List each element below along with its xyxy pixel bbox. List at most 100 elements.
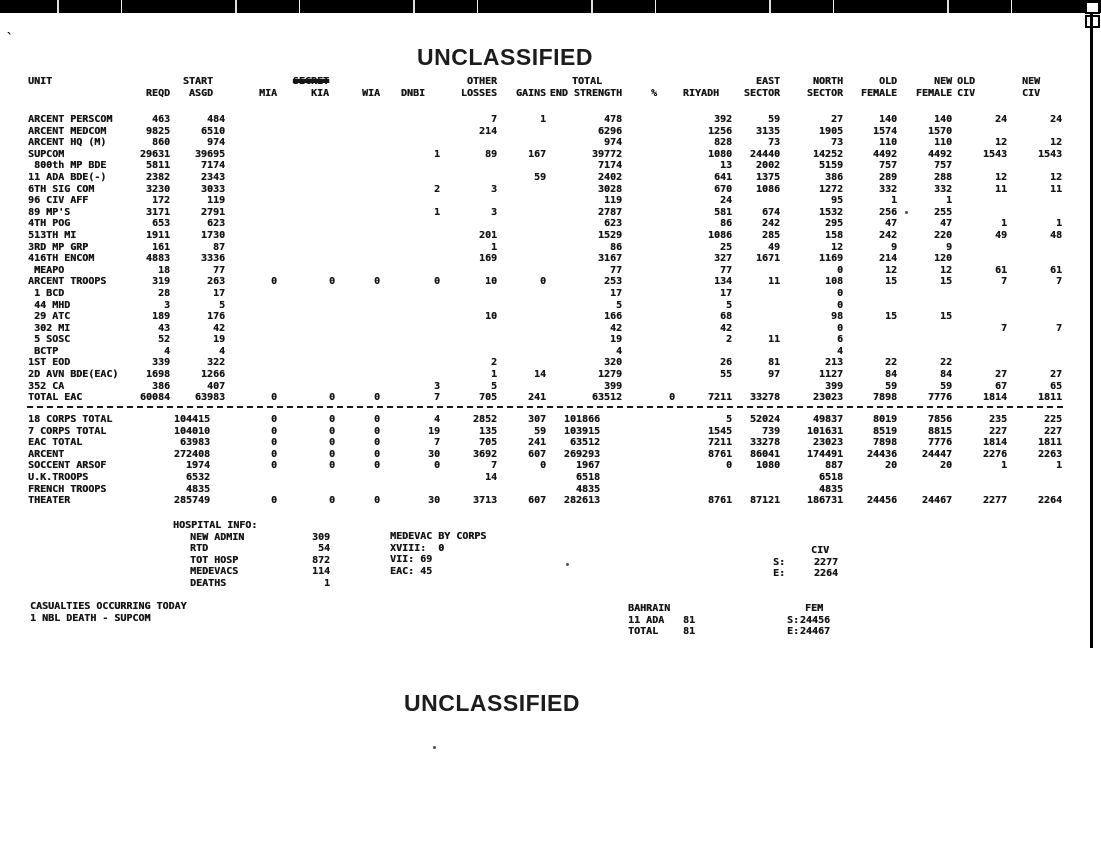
table-cell: 3713	[472, 495, 497, 507]
table-cell: 0	[270, 448, 277, 460]
table-cell: 4835	[575, 483, 600, 495]
table-cell: 22	[884, 357, 897, 369]
table-cell	[225, 218, 277, 230]
table-cell: 757	[878, 160, 897, 172]
stray-mark: `	[6, 32, 14, 47]
bahrain-row-label: TOTAL	[628, 626, 659, 638]
table-cell: 1905	[818, 125, 843, 137]
table-cell: 5811	[145, 160, 170, 172]
hospital-item-value: 872	[311, 554, 330, 566]
table-cell: 84	[884, 369, 897, 381]
table-header-row: REQD ASGD MIA KIA WIA DNBI LOSSES GAINS END STRE…	[28, 88, 1062, 100]
table-cell	[225, 230, 277, 242]
table-cell: 0	[373, 448, 380, 460]
hospital-item: DEATHS 1	[173, 578, 330, 590]
table-cell: 1	[539, 114, 546, 125]
table-cell	[123, 414, 170, 426]
civ-summary: CIV S: 2277 E: 2264	[773, 545, 838, 580]
table-cell: OLD	[956, 76, 975, 87]
table-cell: 87121	[749, 495, 780, 507]
table-row: 302 MI 43 42 42 42 0 7 7	[28, 323, 1062, 335]
table-cell	[380, 265, 440, 277]
table-cell: 623	[206, 218, 225, 230]
table-cell: 12	[994, 171, 1007, 183]
table-cell: 392	[713, 114, 732, 125]
table-cell	[335, 334, 380, 346]
hospital-item-label: MEDEVACS	[190, 566, 239, 578]
table-cell: 302 MI	[28, 322, 71, 334]
table-cell: 11	[767, 334, 780, 346]
table-cell: 705	[478, 392, 497, 404]
strength-table-summary: 18 CORPS TOTAL 104415 0 0 0 4 2852 307 101866 5 52…	[28, 414, 1062, 507]
table-cell: 176	[206, 311, 225, 323]
table-cell: 12	[1049, 171, 1062, 183]
hospital-item: TOT HOSP 872	[173, 555, 330, 567]
table-cell	[675, 472, 732, 484]
fem-summary: FEM S: 24456 E: 24467	[787, 603, 830, 638]
table-cell: 63983	[194, 392, 225, 404]
civ-row-value: 2264	[813, 568, 838, 580]
table-cell: 285	[761, 229, 780, 241]
table-cell	[1007, 334, 1062, 346]
table-cell: 104415	[173, 414, 210, 425]
hospital-item-value: 309	[311, 531, 330, 543]
table-cell	[440, 172, 497, 184]
table-cell: THEATER	[28, 495, 71, 507]
table-cell: 513TH MI	[28, 229, 77, 241]
table-cell	[1007, 160, 1062, 172]
table-row: 6TH SIG COM 3230 3033 2 3 3028 670 1086 1272 332 3…	[28, 184, 1062, 196]
table-cell	[843, 323, 897, 335]
table-cell: 84	[939, 369, 952, 381]
table-cell: 2002	[755, 160, 780, 172]
table-cell	[225, 207, 277, 219]
table-cell: 24436	[866, 448, 897, 460]
table-row: 5 SOSC 52 19 19 2 11 6	[28, 334, 1062, 346]
table-cell: 11	[994, 183, 1007, 195]
table-cell	[380, 230, 440, 242]
table-cell: 3033	[200, 183, 225, 195]
table-cell: 0	[270, 425, 277, 437]
table-cell: 2D AVN BDE(EAC)	[28, 369, 119, 381]
table-cell: ARCENT PERSCOM	[28, 114, 113, 125]
table-cell: 0	[328, 437, 335, 449]
fem-rows: S: 24456 E: 24467	[787, 615, 830, 638]
table-cell	[1007, 195, 1062, 207]
table-cell: 0	[328, 495, 335, 507]
table-cell: 0	[539, 276, 546, 288]
table-row: 513TH MI 1911 1730 201 1529 1086 285 158 242 220 4…	[28, 230, 1062, 242]
table-cell	[277, 184, 335, 196]
table-cell	[335, 126, 380, 138]
table-cell: 1	[1055, 460, 1062, 472]
table-cell: ARCENT	[28, 448, 65, 460]
table-cell: 1811	[1037, 437, 1062, 449]
fem-title: FEM	[805, 603, 824, 614]
table-cell	[225, 137, 277, 149]
table-cell: RIYADH	[682, 87, 719, 99]
table-cell	[335, 311, 380, 323]
table-cell	[277, 230, 335, 242]
table-cell	[277, 137, 335, 149]
table-cell: 77	[212, 264, 225, 276]
table-cell: REQD	[145, 87, 170, 99]
table-cell: 339	[151, 357, 170, 369]
table-cell: 42	[719, 322, 732, 334]
table-cell: 241	[527, 392, 546, 404]
table-row: 89 MP'S 3171 2791 1 3 2787 581 674 1532 256 255	[28, 207, 1062, 219]
table-cell: 2787	[597, 206, 622, 218]
table-cell: 674	[761, 206, 780, 218]
table-cell: 7174	[597, 160, 622, 172]
table-cell: 23023	[812, 437, 843, 449]
bahrain-row: 11 ADA 81	[628, 615, 695, 627]
table-cell: 607	[527, 448, 546, 460]
table-cell: 167	[527, 148, 546, 160]
table-cell: 4	[218, 345, 225, 357]
hospital-info: HOSPITAL INFO: NEW ADMIN 309 RTD 54 TOT HOSP…	[173, 520, 330, 590]
table-cell	[732, 323, 780, 335]
table-cell: 8761	[707, 448, 732, 460]
table-cell	[380, 311, 440, 323]
table-cell: 0	[328, 276, 335, 288]
table-cell: 6296	[597, 125, 622, 137]
table-cell	[952, 242, 1007, 254]
civ-row-label: E:	[773, 568, 786, 580]
table-cell	[675, 484, 732, 496]
